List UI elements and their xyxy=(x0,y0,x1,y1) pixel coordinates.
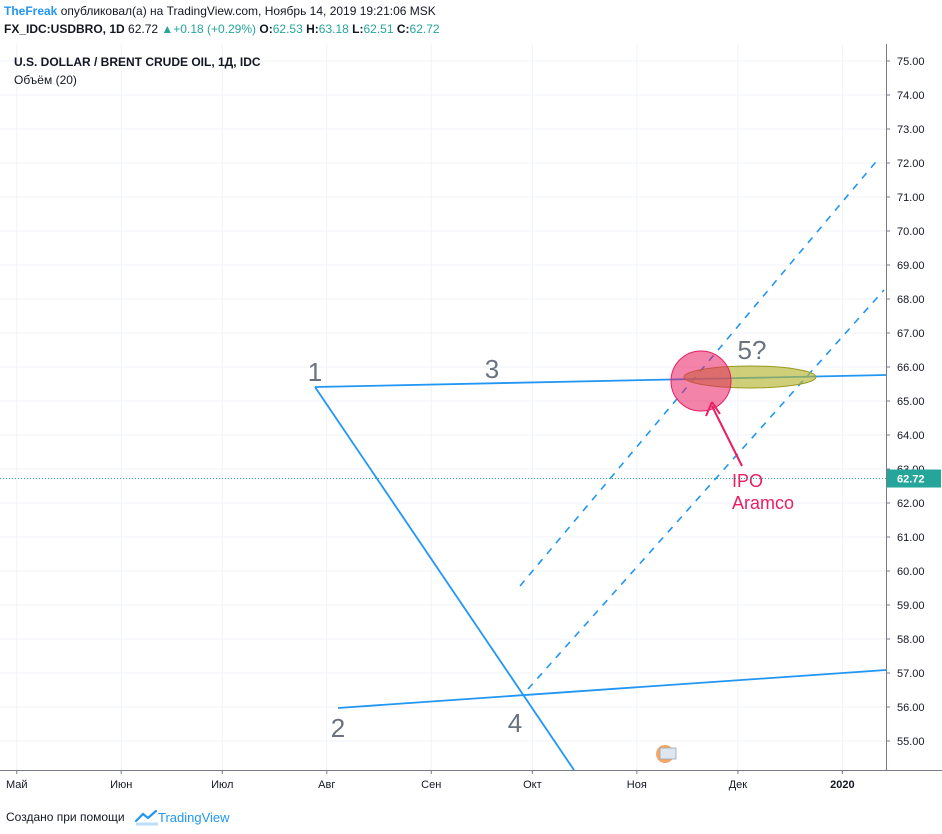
close-value: 62.72 xyxy=(409,22,440,36)
price-tick-label: 60.00 xyxy=(897,566,925,578)
chart-area[interactable]: 1 2 3 4 5? IPO Aramco 75.00 74.00 73.00 72.00 71.0… xyxy=(0,44,942,800)
ipo-circle xyxy=(670,350,732,412)
up-arrow-icon: ▲ xyxy=(161,22,174,36)
price-tick-label: 55.00 xyxy=(897,736,925,748)
price-tick-label: 71.00 xyxy=(897,192,925,204)
grid-lines xyxy=(0,44,886,770)
price-axis[interactable]: 75.00 74.00 73.00 72.00 71.00 70.00 69.00 68.00… xyxy=(0,44,941,770)
wave-label-1: 1 xyxy=(308,357,322,387)
price-tick-label: 75.00 xyxy=(897,56,925,68)
footer: Создано при помощи TradingView xyxy=(0,802,942,834)
decline-line xyxy=(314,386,575,771)
price-tick-label: 58.00 xyxy=(897,634,925,646)
last-price-value: 62.72 xyxy=(128,22,159,36)
high-label: H: xyxy=(306,22,319,36)
wave-label-4: 4 xyxy=(508,708,522,738)
last-price-badge-label: 62.72 xyxy=(897,474,925,486)
price-tick-label: 68.00 xyxy=(897,294,925,306)
last-price-badge xyxy=(887,469,941,488)
ohlc-line: FX_IDC:USDBRO, 1D 62.72 ▲+0.18 (+0.29%) … xyxy=(4,22,440,36)
created-with-text: Создано при помощи xyxy=(6,810,125,824)
wave-label-3: 3 xyxy=(485,354,499,384)
time-tick-label: Авг xyxy=(318,779,335,791)
tradingview-logo-icon[interactable] xyxy=(134,807,234,827)
legend-title: U.S. DOLLAR / BRENT CRUDE OIL, 1Д, IDC xyxy=(14,55,261,69)
price-tick-label: 57.00 xyxy=(897,668,925,680)
time-axis[interactable]: Май Июн Июл Авг Сен Окт Ноя Дек 2020 xyxy=(0,770,942,791)
time-tick-label: Июн xyxy=(110,779,132,791)
published-text: опубликовал(а) на TradingView.com, Ноябр… xyxy=(60,4,436,18)
change-value: +0.18 (+0.29%) xyxy=(173,22,257,36)
price-tick-label: 64.00 xyxy=(897,430,925,442)
price-tick-label: 73.00 xyxy=(897,124,925,136)
chart-header: TheFreak опубликовал(а) на TradingView.c… xyxy=(0,0,942,44)
price-tick-label: 69.00 xyxy=(897,260,925,272)
publish-info: TheFreak опубликовал(а) на TradingView.c… xyxy=(4,4,436,18)
price-tick-label: 65.00 xyxy=(897,396,925,408)
open-value: 62.53 xyxy=(272,22,303,36)
tradingview-brand[interactable]: TradingView xyxy=(158,810,230,825)
time-tick-label: Дек xyxy=(729,779,748,791)
price-tick-label: 56.00 xyxy=(897,702,925,714)
price-tick-label: 74.00 xyxy=(897,90,925,102)
high-value: 63.18 xyxy=(318,22,349,36)
price-tick-label: 62.00 xyxy=(897,498,925,510)
price-tick-label: 72.00 xyxy=(897,158,925,170)
wave-label-5q: 5? xyxy=(738,335,767,365)
close-label: C: xyxy=(396,22,410,36)
time-tick-label: Сен xyxy=(421,779,441,791)
legend-volume: Объём (20) xyxy=(14,73,77,87)
author-name[interactable]: TheFreak xyxy=(4,4,58,18)
low-label: L: xyxy=(352,22,364,36)
time-tick-label: Ноя xyxy=(627,779,647,791)
ipo-annotation-text: Aramco xyxy=(732,493,794,513)
time-tick-label: Май xyxy=(6,779,28,791)
channel-lower-dashed xyxy=(527,289,885,690)
price-tick-label: 67.00 xyxy=(897,328,925,340)
ipo-arrow-line xyxy=(711,405,743,467)
open-label: O: xyxy=(259,22,273,36)
wave-label-2: 2 xyxy=(331,713,345,743)
time-tick-label: Окт xyxy=(523,779,542,791)
low-value: 62.51 xyxy=(363,22,394,36)
ipo-annotation-text: IPO xyxy=(732,471,763,491)
symbol-label[interactable]: FX_IDC:USDBRO, 1D xyxy=(4,22,125,36)
time-tick-label: 2020 xyxy=(830,779,854,791)
price-tick-label: 59.00 xyxy=(897,600,925,612)
price-tick-label: 70.00 xyxy=(897,226,925,238)
price-tick-label: 66.00 xyxy=(897,362,925,374)
price-tick-label: 61.00 xyxy=(897,532,925,544)
time-tick-label: Июл xyxy=(211,779,233,791)
flag-icon xyxy=(659,747,677,760)
ipo-arrow-head xyxy=(705,401,721,417)
lower-trendline xyxy=(337,669,887,709)
